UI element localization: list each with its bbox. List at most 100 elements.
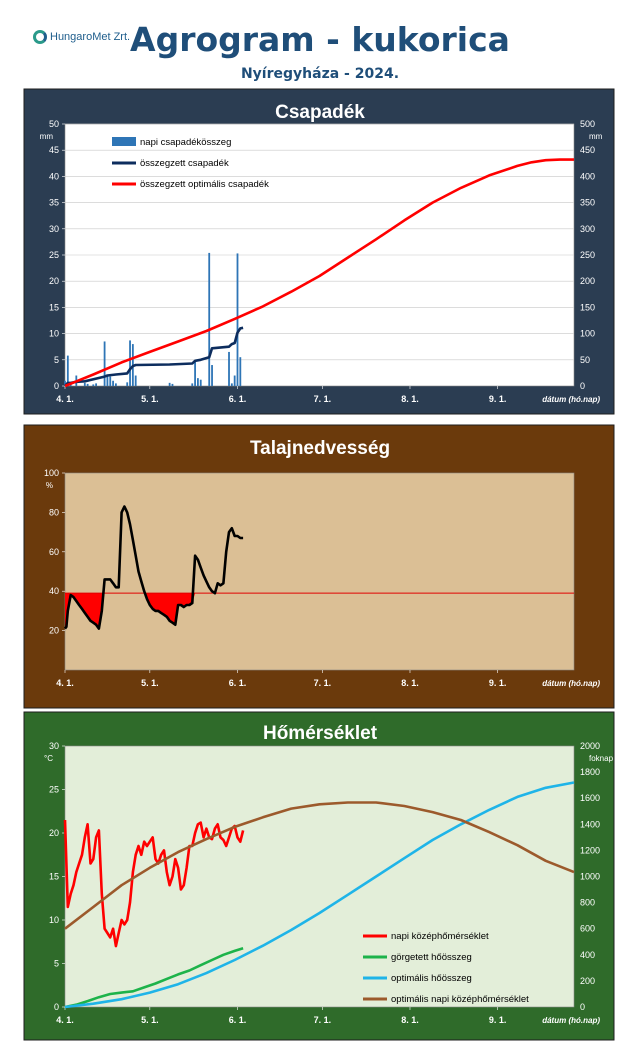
x-axis-label: dátum (hó.nap) [542,679,600,688]
y-right-tick-label: 200 [580,976,595,986]
series-line [63,819,245,948]
rain-bar [230,383,233,386]
y-tick-label: 50 [49,119,59,129]
rain-bar [109,376,112,386]
chart-panel-3: Hőmérséklet 0 5 10 15 20 25 30 0 200 400 600 800 1000… [23,711,615,1041]
y-right-tick-label: 500 [580,119,595,129]
y-right-tick-label: 800 [580,898,595,908]
rain-bar [233,375,236,386]
y-tick-label: 20 [49,828,59,838]
x-tick-label: 6. 1. [229,1015,247,1025]
y-axis-label: mm [40,132,54,141]
series-line [63,505,244,630]
x-tick-label: 6. 1. [229,394,247,404]
x-tick-label: 8. 1. [401,1015,419,1025]
hungaromet-logo: HungaroMet Zrt. [33,30,130,44]
x-tick-label: 5. 1. [141,678,159,688]
y-tick-label: 40 [49,586,59,596]
chart-panel-2: Talajnedvesség 20 40 60 80 100% 4. 1. 5. 1. 6. 1… [23,424,615,709]
legend-label: összegzett optimális csapadék [140,179,269,190]
y-tick-label: 0 [54,381,59,391]
legend-label: optimális hőösszeg [391,973,472,984]
y-right-tick-label: 1400 [580,819,600,829]
x-tick-label: 7. 1. [314,1015,332,1025]
y-tick-label: 60 [49,547,59,557]
y-tick-label: 20 [49,276,59,286]
y-tick-label: 15 [49,872,59,882]
x-axis-label: dátum (hó.nap) [542,1016,600,1025]
chart-panel-1: Csapadék05101520253035404550050100150200… [23,88,615,415]
rain-bar [208,252,211,386]
rain-bar [112,380,114,386]
rain-bar [197,378,199,386]
y-right-tick-label: 1000 [580,872,600,882]
y-right-tick-label: 450 [580,145,595,155]
rain-bar [191,383,194,386]
x-tick-label: 8. 1. [401,678,419,688]
rain-bar [95,383,98,386]
rain-bar [92,384,95,386]
y-right-tick-label: 2000 [580,741,600,751]
y-right-tick-label: 400 [580,950,595,960]
rain-bar [236,253,239,386]
x-tick-label: 4. 1. [56,678,74,688]
plot-area [64,745,575,1008]
series-line [64,781,575,1009]
y-right-tick-label: 300 [580,224,595,234]
y-tick-label: 30 [49,741,59,751]
y-right-tick-label: 150 [580,302,595,312]
rain-bar [228,351,230,386]
rain-bar [168,382,171,386]
rain-bar [103,341,106,386]
x-tick-label: 8. 1. [401,394,419,404]
rain-bar [83,382,86,386]
y-tick-label: 35 [49,198,59,208]
legend-label: napi csapadékösszeg [140,137,231,148]
chart-title: Csapadék [275,102,365,123]
rain-bar [86,383,89,386]
y-tick-label: 100 [44,468,59,478]
x-tick-label: 9. 1. [489,1015,507,1025]
x-tick-label: 4. 1. [56,1015,74,1025]
legend-label: összegzett csapadék [140,158,229,169]
y-tick-label: 80 [49,507,59,517]
legend-label: napi középhőmérséklet [391,931,489,942]
chart-title: Talajnedvesség [250,438,390,459]
rain-bar [115,383,117,386]
rain-bar [64,380,66,386]
y-tick-label: 40 [49,171,59,181]
x-axis-label: dátum (hó.nap) [542,395,600,404]
rain-bar [66,355,69,386]
logo-text: HungaroMet Zrt. [50,31,131,43]
y-tick-label: 45 [49,145,59,155]
rain-bar [126,382,129,386]
y-right-tick-label: 200 [580,276,595,286]
y-right-tick-label: 350 [580,198,595,208]
y-right-tick-label: 1800 [580,767,600,777]
series-line [64,326,244,387]
x-tick-label: 9. 1. [489,394,507,404]
page-subtitle: Nyíregyháza - 2024. [240,66,400,82]
y-tick-label: 15 [49,302,59,312]
y-right-tick-label: 0 [580,1002,585,1012]
x-tick-label: 7. 1. [314,678,332,688]
rain-bar [239,357,242,386]
y-right-tick-label: 400 [580,171,595,181]
y-right-tick-label: 600 [580,924,595,934]
y-axis-right-label: mm [589,132,603,141]
y-right-tick-label: 1600 [580,793,600,803]
y-right-tick-label: 1200 [580,845,600,855]
rain-bar [171,383,174,386]
rain-bar [211,365,213,386]
y-tick-label: 25 [49,250,59,260]
x-tick-label: 5. 1. [141,394,159,404]
legend-label: görgetett hőösszeg [391,952,472,963]
y-axis-label: % [46,481,53,490]
y-axis-right-label: foknap [589,754,614,763]
y-right-tick-label: 250 [580,250,595,260]
y-tick-label: 0 [54,1002,59,1012]
x-tick-label: 9. 1. [489,678,507,688]
y-tick-label: 10 [49,329,59,339]
rain-bar [134,375,137,386]
